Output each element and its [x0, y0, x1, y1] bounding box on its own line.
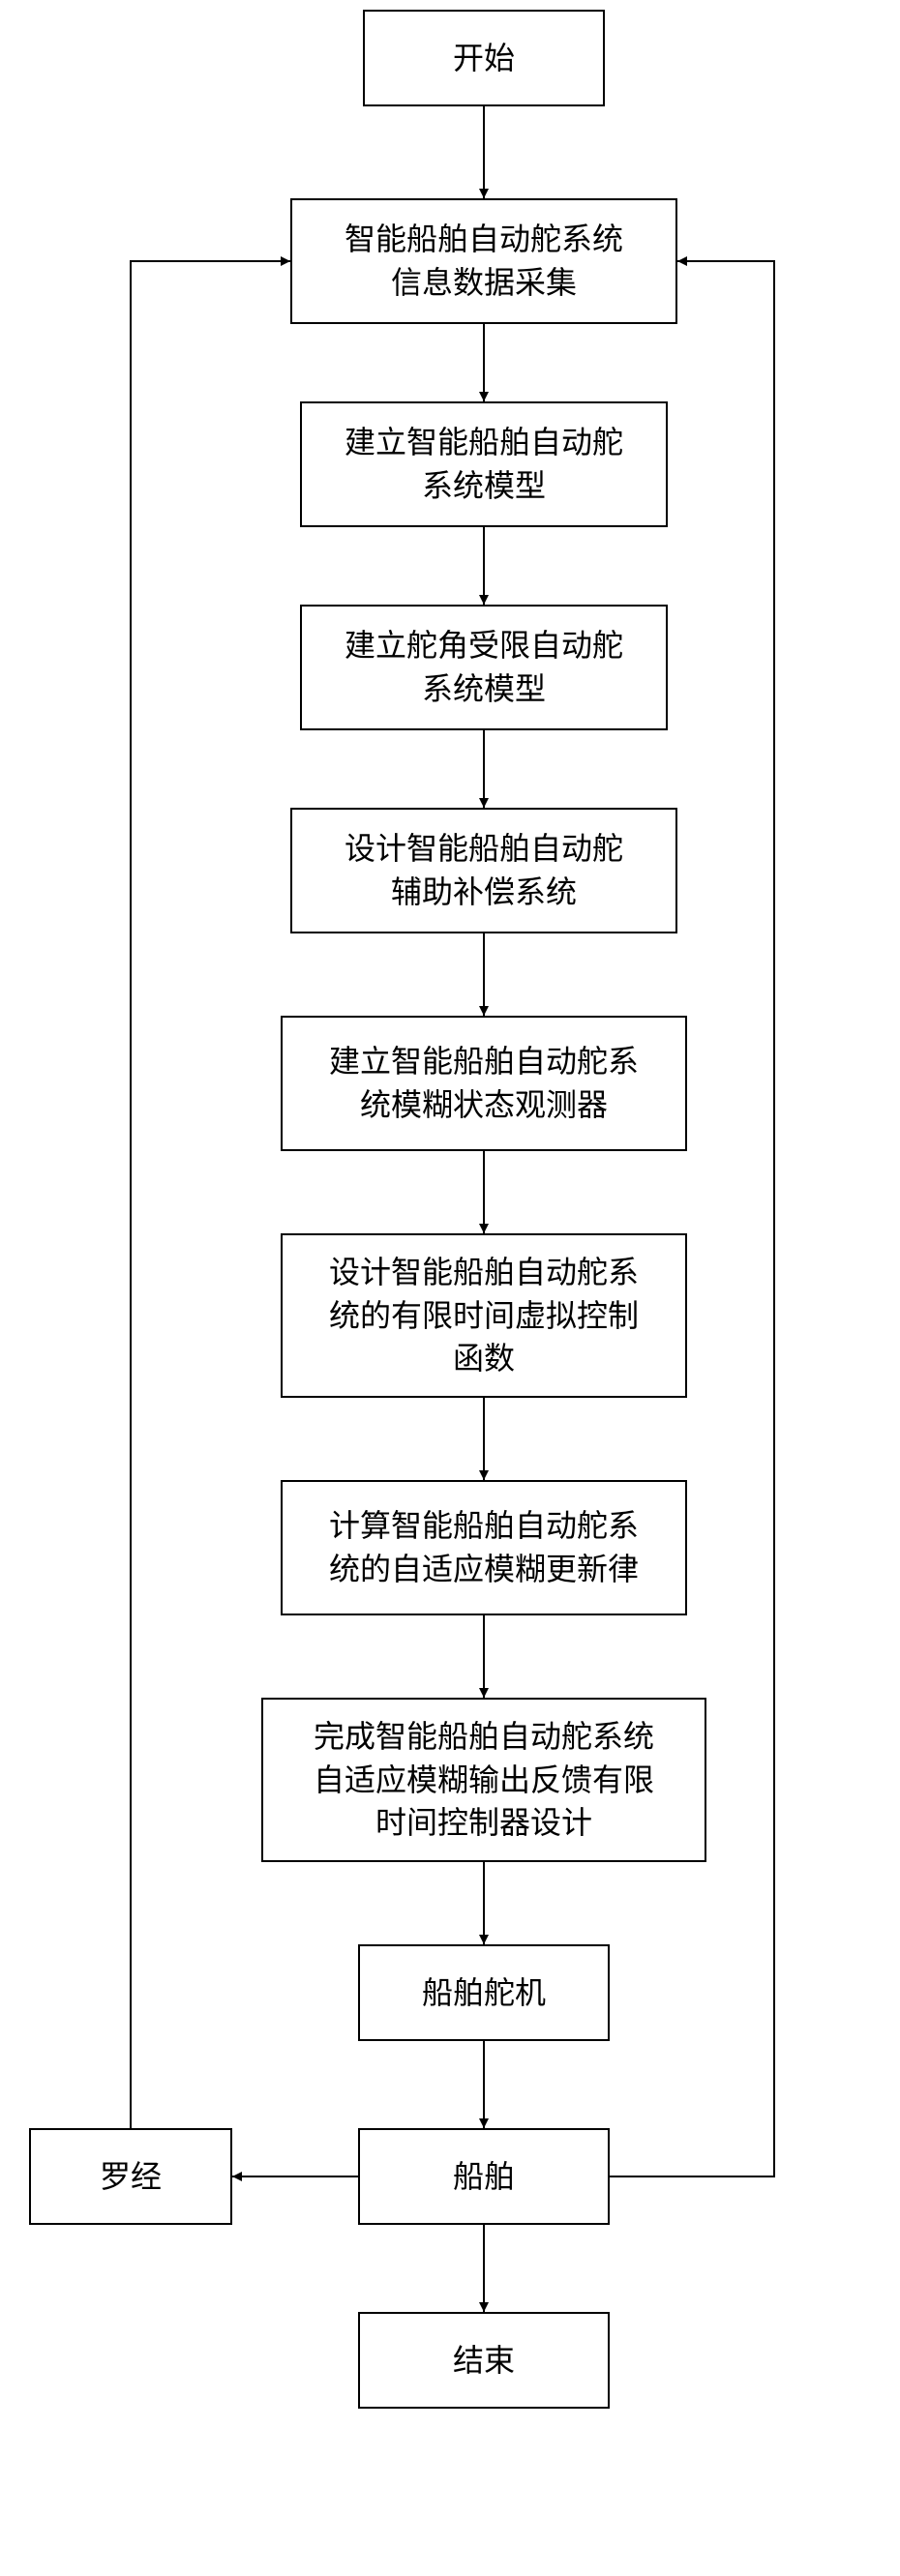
node-start: 开始 — [363, 10, 605, 106]
node-label: 计算智能船舶自动舵系 统的自适应模糊更新律 — [329, 1504, 639, 1591]
node-vctrl: 设计智能船舶自动舵系 统的有限时间虚拟控制 函数 — [281, 1233, 687, 1398]
node-end: 结束 — [358, 2312, 610, 2409]
node-label: 建立智能船舶自动舵 系统模型 — [345, 421, 623, 508]
node-label: 开始 — [453, 37, 515, 80]
node-label: 罗经 — [100, 2155, 162, 2199]
node-label: 船舶舵机 — [422, 1971, 546, 2015]
node-servo: 船舶舵机 — [358, 1944, 610, 2041]
node-update: 计算智能船舶自动舵系 统的自适应模糊更新律 — [281, 1480, 687, 1615]
node-comp: 设计智能船舶自动舵 辅助补偿系统 — [290, 808, 677, 933]
node-label: 建立智能船舶自动舵系 统模糊状态观测器 — [329, 1040, 639, 1127]
node-label: 建立舵角受限自动舵 系统模型 — [345, 624, 623, 711]
node-label: 设计智能船舶自动舵系 统的有限时间虚拟控制 函数 — [329, 1251, 639, 1380]
node-ctrl: 完成智能船舶自动舵系统 自适应模糊输出反馈有限 时间控制器设计 — [261, 1698, 706, 1862]
flowchart-canvas: 开始智能船舶自动舵系统 信息数据采集建立智能船舶自动舵 系统模型建立舵角受限自动… — [0, 0, 900, 2576]
node-label: 结束 — [453, 2339, 515, 2383]
node-label: 设计智能船舶自动舵 辅助补偿系统 — [345, 827, 623, 914]
node-label: 船舶 — [453, 2155, 515, 2199]
node-compass: 罗经 — [29, 2128, 232, 2225]
node-label: 完成智能船舶自动舵系统 自适应模糊输出反馈有限 时间控制器设计 — [314, 1715, 654, 1845]
node-model2: 建立舵角受限自动舵 系统模型 — [300, 605, 668, 730]
node-collect: 智能船舶自动舵系统 信息数据采集 — [290, 198, 677, 324]
node-label: 智能船舶自动舵系统 信息数据采集 — [345, 218, 623, 305]
node-ship: 船舶 — [358, 2128, 610, 2225]
node-obs: 建立智能船舶自动舵系 统模糊状态观测器 — [281, 1016, 687, 1151]
node-model1: 建立智能船舶自动舵 系统模型 — [300, 401, 668, 527]
